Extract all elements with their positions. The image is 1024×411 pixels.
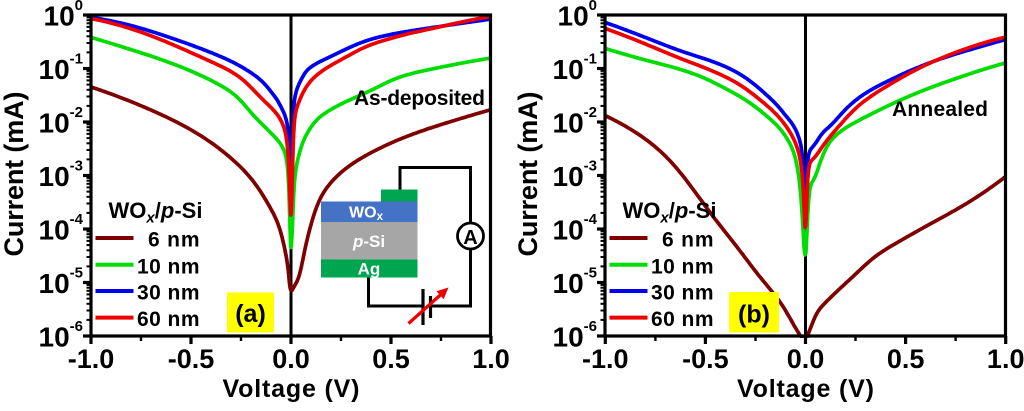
svg-text:As-deposited: As-deposited bbox=[354, 87, 485, 110]
svg-text:Ag: Ag bbox=[358, 260, 381, 279]
svg-text:(b): (b) bbox=[738, 301, 770, 329]
svg-text:Annealed: Annealed bbox=[892, 98, 988, 121]
svg-text:10 nm: 10 nm bbox=[651, 255, 714, 278]
svg-text:-0.5: -0.5 bbox=[682, 344, 729, 374]
svg-text:6 nm: 6 nm bbox=[662, 229, 714, 252]
svg-text:0.0: 0.0 bbox=[272, 344, 310, 374]
svg-text:-1.0: -1.0 bbox=[582, 344, 629, 374]
svg-text:WOx/p-Si: WOx/p-Si bbox=[109, 198, 203, 227]
svg-text:1.0: 1.0 bbox=[987, 344, 1024, 374]
svg-text:30 nm: 30 nm bbox=[651, 282, 714, 305]
svg-text:Current (mA): Current (mA) bbox=[513, 92, 543, 257]
svg-text:0.5: 0.5 bbox=[372, 344, 410, 374]
svg-text:0.5: 0.5 bbox=[887, 344, 925, 374]
svg-text:-1.0: -1.0 bbox=[68, 344, 115, 374]
svg-text:p-Si: p-Si bbox=[352, 232, 385, 251]
svg-text:-0.5: -0.5 bbox=[168, 344, 215, 374]
svg-text:WOx: WOx bbox=[349, 205, 384, 224]
svg-text:1.0: 1.0 bbox=[472, 344, 510, 374]
svg-text:A: A bbox=[463, 227, 477, 249]
svg-text:30 nm: 30 nm bbox=[137, 282, 200, 305]
svg-text:Voltage (V): Voltage (V) bbox=[223, 375, 360, 403]
svg-text:6 nm: 6 nm bbox=[148, 229, 200, 252]
svg-text:(a): (a) bbox=[235, 300, 266, 328]
svg-text:Current (mA): Current (mA) bbox=[0, 92, 29, 257]
svg-text:60 nm: 60 nm bbox=[651, 308, 714, 331]
svg-text:WOx/p-Si: WOx/p-Si bbox=[623, 198, 717, 227]
svg-text:Voltage (V): Voltage (V) bbox=[737, 375, 874, 403]
svg-text:60 nm: 60 nm bbox=[137, 308, 200, 331]
svg-text:10 nm: 10 nm bbox=[137, 255, 200, 278]
svg-text:10-5: 10-5 bbox=[553, 265, 598, 300]
svg-text:0.0: 0.0 bbox=[787, 344, 825, 374]
